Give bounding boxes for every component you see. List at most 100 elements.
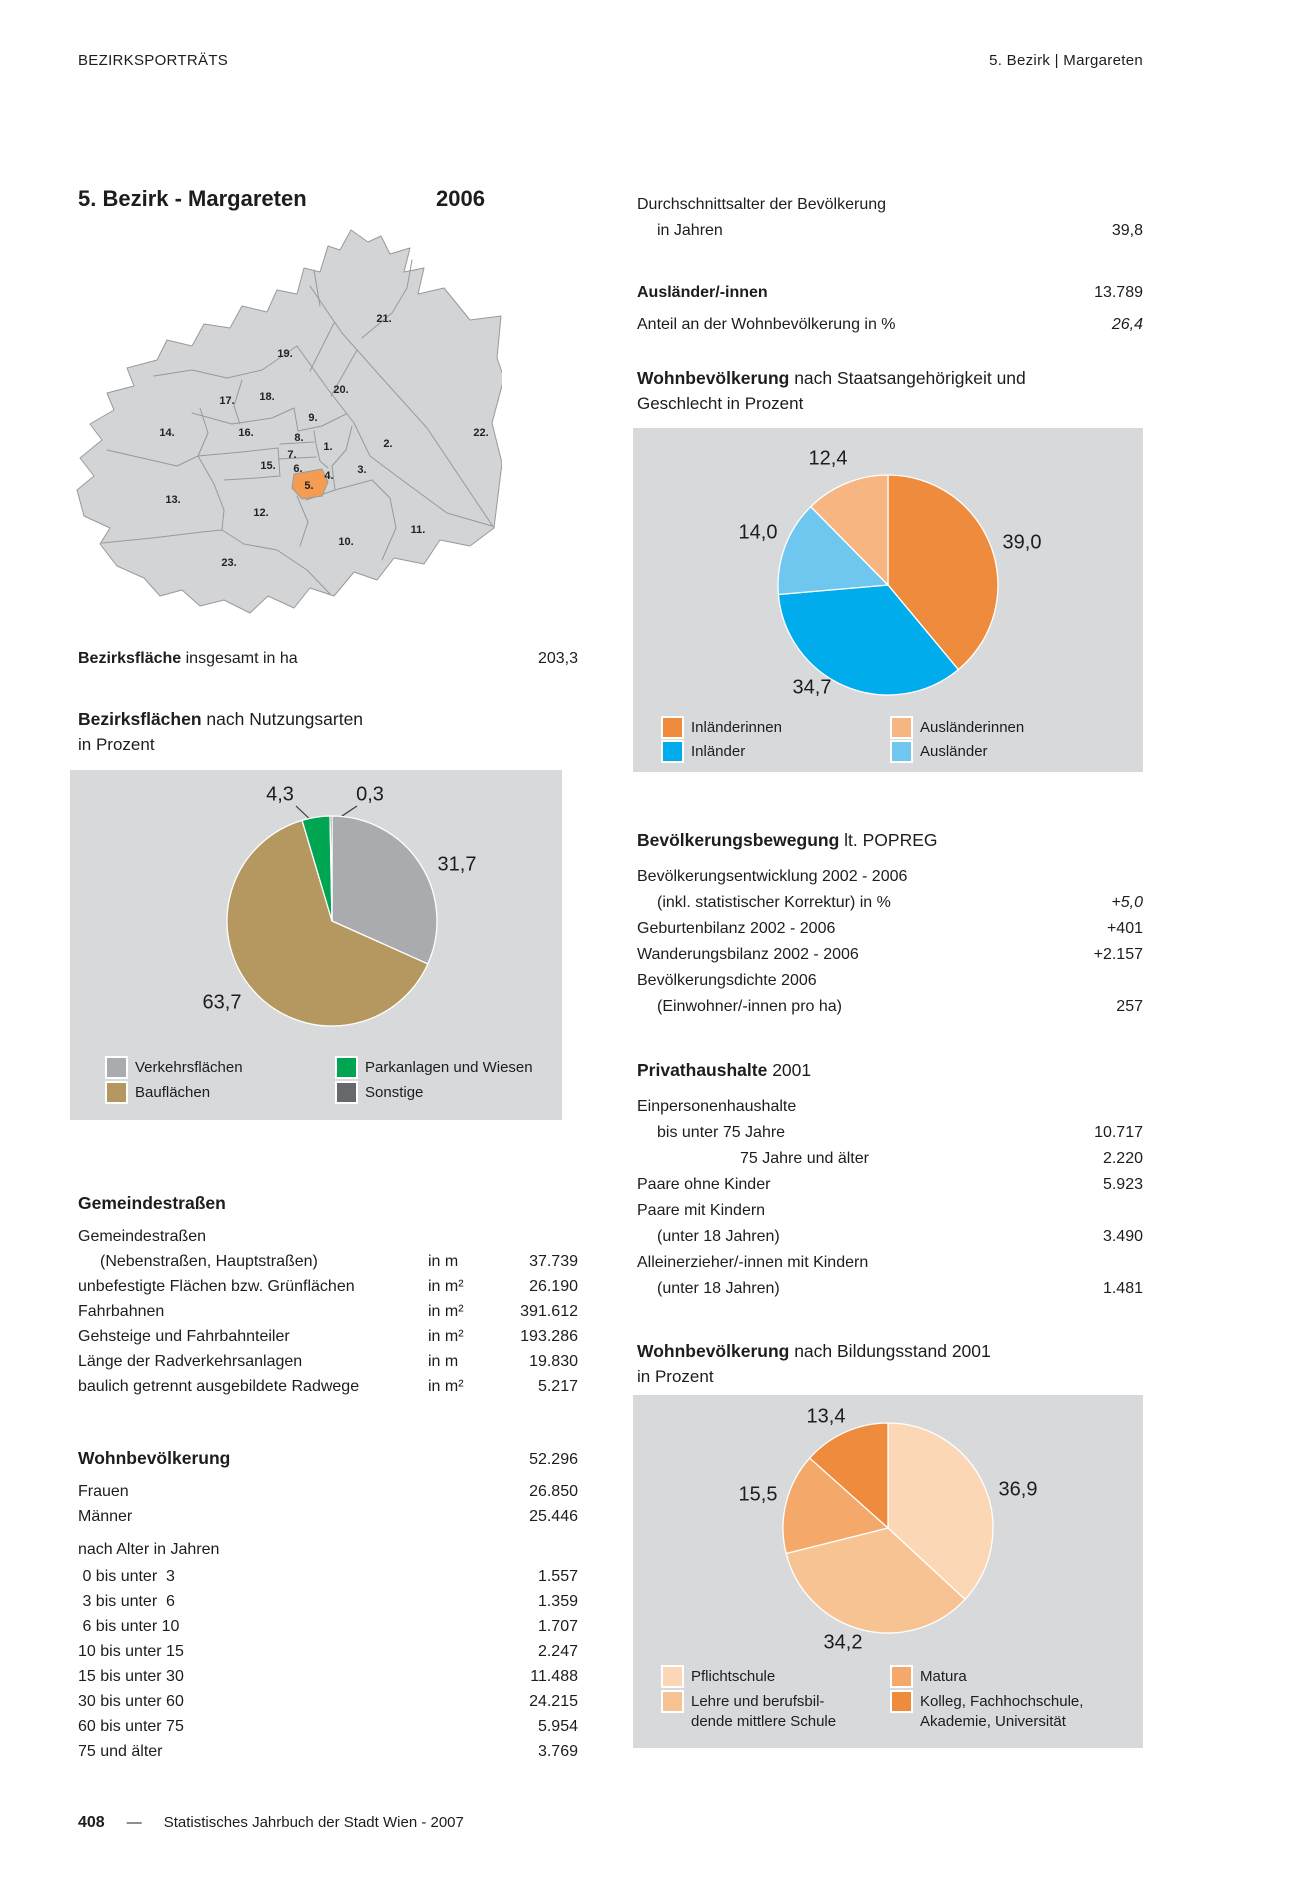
age-row-value: 1.707 (537, 1618, 578, 1635)
age-row-value: 1.557 (537, 1568, 578, 1585)
avg-age-value: 39,8 (1111, 222, 1143, 239)
popreg-row-label: Bevölkerungsentwicklung 2002 - 2006 (637, 868, 908, 885)
street-row-label: unbefestigte Flächen bzw. Grünflächen (78, 1278, 355, 1295)
household-row-label: Paare mit Kindern (637, 1202, 766, 1219)
pie-slice-4 (810, 474, 889, 586)
legend-label-sonstige: Sonstige (365, 1084, 424, 1101)
map-district-label-18: 18. (259, 391, 274, 403)
household-row-label: Einpersonenhaushalte (637, 1098, 797, 1115)
map-district-label-11: 11. (411, 524, 426, 536)
map-district-label-12: 12. (253, 507, 268, 519)
age-row-label: 0 bis unter 3 (78, 1568, 175, 1585)
pie-value-label-inlaender: 34,7 (792, 676, 832, 699)
street-row-unit: in m (428, 1253, 459, 1270)
age-row-value: 3.769 (537, 1743, 578, 1760)
map-district-5-highlight (291, 468, 329, 500)
pie-slice-3 (777, 506, 889, 596)
table-row: Alleinerzieher/-innen mit Kindern (637, 1252, 1143, 1274)
legend-swatch-auslaenderinnen (892, 718, 911, 737)
pie-slice-4 (329, 815, 333, 922)
table-row: (unter 18 Jahren) 1.481 (637, 1278, 1143, 1300)
year-label: 2006 (436, 186, 485, 211)
table-row: 75 und älter 3.769 (78, 1741, 578, 1763)
table-row: Bevölkerungsdichte 2006 (637, 970, 1143, 992)
district-area-row: Bezirksfläche insgesamt in ha 203,3 (78, 648, 578, 670)
district-area-label-bold: Bezirksfläche (78, 650, 182, 667)
table-row: Frauen 26.850 (78, 1481, 578, 1503)
legend-swatch-kolleg (892, 1692, 911, 1711)
age-row-label: 75 und älter (78, 1743, 163, 1760)
map-district-label-8: 8. (294, 432, 303, 444)
map-district-label-1: 1. (323, 441, 332, 453)
map-district-label-4: 4. (324, 470, 333, 482)
popreg-row-value: 257 (1116, 998, 1143, 1015)
pie-value-label-pflichtschule: 36,9 (998, 1478, 1038, 1501)
household-row-label: Alleinerzieher/-innen mit Kindern (637, 1254, 869, 1271)
table-row: Länge der Radverkehrsanlagen in m 19.830 (78, 1351, 578, 1373)
nationality-pie-chart (777, 474, 999, 696)
legend-swatch-inlaender (663, 742, 682, 761)
household-row-label: bis unter 75 Jahre (657, 1124, 786, 1141)
street-row-label: Gemeindestraßen (78, 1228, 207, 1245)
district-area-label: Bezirksfläche insgesamt in ha (78, 648, 490, 670)
legend-label-bauflaechen: Bauflächen (135, 1084, 211, 1101)
pie-slice-2 (777, 584, 959, 696)
household-row-value: 5.923 (1102, 1176, 1143, 1193)
avg-age-label-line2: in Jahren (657, 222, 723, 239)
street-row-label: Gehsteige und Fahrbahnteiler (78, 1328, 290, 1345)
table-row: Geburtenbilanz 2002 - 2006 +401 (637, 918, 1143, 940)
legend-label-verkehrsflaechen: Verkehrsflächen (135, 1059, 243, 1076)
foreigners-share-label: Anteil an der Wohnbevölkerung in % (637, 316, 896, 333)
household-row-value: 2.220 (1102, 1150, 1143, 1167)
map-district-label-9: 9. (308, 412, 317, 424)
education-chart-title: Wohnbevölkerung nach Bildungsstand 2001 (637, 1341, 991, 1362)
legend-swatch-bauflaechen (107, 1083, 126, 1102)
table-row: (Einwohner/-innen pro ha) 257 (637, 996, 1143, 1018)
age-row-value: 11.488 (530, 1668, 578, 1685)
map-district-label-15: 15. (260, 460, 275, 472)
pie-value-label-sonstige: 0,3 (356, 783, 384, 806)
table-row: 15 bis unter 30 11.488 (78, 1666, 578, 1688)
popreg-row-label: Wanderungsbilanz 2002 - 2006 (637, 946, 859, 963)
population-section-title: Wohnbevölkerung (78, 1448, 231, 1468)
landuse-chart-panel: 4,3 0,3 31,7 63,7 Verkehrsflächen Bauflä… (70, 770, 562, 1120)
map-district-label-2: 2. (383, 438, 392, 450)
table-row: Einpersonenhaushalte (637, 1096, 1143, 1118)
pie-value-label-kolleg: 13,4 (806, 1405, 846, 1428)
district-area-label-rest: insgesamt in ha (185, 650, 298, 667)
pie-value-label-matura: 15,5 (738, 1483, 778, 1506)
legend-swatch-pflichtschule (663, 1667, 682, 1686)
map-district-label-17: 17. (219, 395, 234, 407)
population-row-label: Frauen (78, 1483, 129, 1500)
street-row-label: baulich getrennt ausgebildete Radwege (78, 1378, 360, 1395)
pie-slice-1 (887, 474, 999, 671)
pie-value-label-auslaenderinnen: 12,4 (808, 447, 848, 470)
map-district-label-7: 7. (287, 449, 296, 461)
popreg-title-rest: lt. POPREG (844, 830, 938, 850)
table-row: Paare mit Kindern (637, 1200, 1143, 1222)
map-district-label-23: 23. (221, 557, 236, 569)
legend-swatch-matura (892, 1667, 911, 1686)
map-district-label-13: 13. (165, 494, 180, 506)
age-row-label: 60 bis unter 75 (78, 1718, 184, 1735)
education-chart-panel: 13,4 15,5 36,9 34,2 Pflichtschule Lehre … (633, 1395, 1143, 1748)
education-chart-subtitle: in Prozent (637, 1367, 714, 1386)
pie-slice-3 (782, 1457, 889, 1555)
household-row-value: 3.490 (1102, 1228, 1143, 1245)
landuse-chart-subtitle: in Prozent (78, 735, 155, 754)
street-row-value: 391.612 (520, 1303, 578, 1320)
popreg-row-label: (inkl. statistischer Korrektur) in % (657, 894, 891, 911)
table-row: (inkl. statistischer Korrektur) in % +5,… (637, 892, 1143, 914)
street-row-label: Fahrbahnen (78, 1303, 165, 1320)
street-row-value: 19.830 (529, 1353, 578, 1370)
pie-value-label-bauflaechen: 63,7 (202, 991, 242, 1014)
landuse-pie-chart (226, 805, 438, 1027)
nationality-chart-title: Wohnbevölkerung nach Staatsangehörigkeit… (637, 368, 1026, 389)
household-row-label: (unter 18 Jahren) (657, 1228, 780, 1245)
table-row: 30 bis unter 60 24.215 (78, 1691, 578, 1713)
map-city-outline (76, 229, 502, 614)
table-row: unbefestigte Flächen bzw. Grünflächen in… (78, 1276, 578, 1298)
street-row-label: (Nebenstraßen, Hauptstraßen) (100, 1253, 318, 1270)
table-row: 6 bis unter 10 1.707 (78, 1616, 578, 1638)
foreigners-share-value: 26,4 (1111, 316, 1143, 333)
